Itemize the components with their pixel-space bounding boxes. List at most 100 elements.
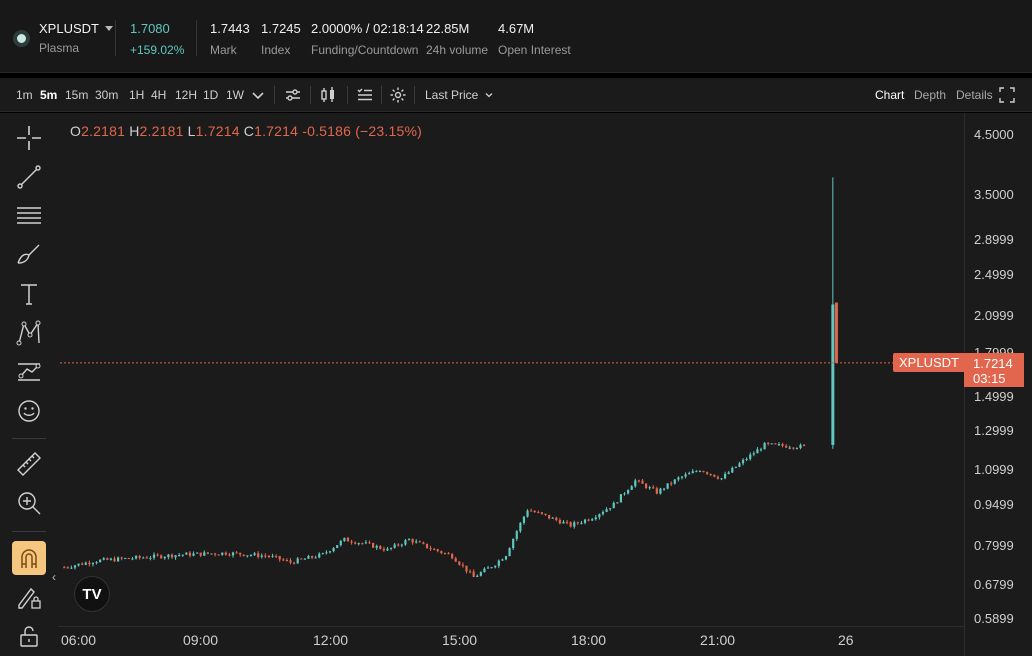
candle-body xyxy=(310,556,314,558)
candle-body xyxy=(285,560,289,562)
zoom-in-icon xyxy=(18,492,41,515)
text-icon xyxy=(21,284,37,305)
tab-details[interactable]: Details xyxy=(956,88,993,102)
candle-body xyxy=(576,522,579,524)
candle-body xyxy=(339,540,342,546)
tradingview-logo: TV xyxy=(74,576,110,612)
trend-line-tool[interactable] xyxy=(12,160,46,194)
prediction-tool[interactable] xyxy=(12,355,46,389)
x-tick: 12:00 xyxy=(313,632,349,648)
tab-chart[interactable]: Chart xyxy=(875,88,905,102)
candle-body xyxy=(336,545,339,548)
timeframe-30m[interactable]: 30m xyxy=(95,88,119,102)
symbol-selector[interactable]: XPLUSDT xyxy=(39,21,113,36)
magnet-tool[interactable] xyxy=(12,541,46,575)
candle-body xyxy=(522,516,526,523)
ohlc-open: 2.2181 xyxy=(81,123,126,139)
candle-body xyxy=(81,563,84,565)
timeframe-1m[interactable]: 1m xyxy=(16,88,33,102)
candle-body xyxy=(788,447,791,449)
pattern-tool[interactable] xyxy=(12,316,46,350)
timeframe-1w[interactable]: 1W xyxy=(226,88,244,102)
candle-body xyxy=(206,552,209,554)
timeframe-1h[interactable]: 1H xyxy=(129,88,145,102)
candle-body xyxy=(706,472,709,474)
collapse-toolbar-icon[interactable]: ‹ xyxy=(52,570,56,584)
ruler-tool[interactable] xyxy=(12,447,46,481)
candle-body xyxy=(292,562,296,564)
indicator-settings-icon[interactable] xyxy=(284,86,302,104)
candle-body xyxy=(727,472,730,474)
chart-canvas[interactable] xyxy=(58,113,964,626)
prediction-icon xyxy=(18,363,41,381)
symbol-label: XPLUSDT xyxy=(39,21,99,36)
gear-icon[interactable] xyxy=(389,86,407,104)
candle-body xyxy=(695,471,698,473)
candle-body xyxy=(565,521,569,523)
ohlc-legend: O2.2181 H2.2181 L1.7214 C1.7214 -0.5186 … xyxy=(70,123,422,139)
ohlc-open-key: O xyxy=(70,123,82,139)
candle-body xyxy=(167,554,170,558)
ticker-header: XPLUSDT Plasma 1.7080 +159.02% 1.7443 Ma… xyxy=(0,0,1032,73)
drawing-toolbar xyxy=(0,113,58,656)
timeframe-4h[interactable]: 4H xyxy=(151,88,167,102)
timeframe-12h[interactable]: 12H xyxy=(175,88,198,102)
candle-body xyxy=(713,474,716,477)
zoom-in-tool[interactable] xyxy=(12,486,46,520)
ruler-icon xyxy=(17,452,41,476)
horizontal-lines-tool[interactable] xyxy=(12,199,46,233)
candle-body xyxy=(267,556,271,558)
funding-value: 2.0000% / 02:18:14 xyxy=(311,21,424,36)
price-type-select[interactable]: Last Price xyxy=(425,88,494,102)
indicators-list-icon[interactable] xyxy=(356,86,374,104)
candle-body xyxy=(458,561,461,565)
divider xyxy=(196,20,197,56)
open-interest-value: 4.67M xyxy=(498,21,535,36)
change-percent: +159.02% xyxy=(130,43,185,57)
candle-body xyxy=(803,444,806,446)
candle-body xyxy=(465,565,468,572)
candle-body xyxy=(533,511,536,513)
unlock-tool[interactable] xyxy=(12,619,46,653)
chevron-down-icon xyxy=(485,93,493,98)
candle-body xyxy=(834,302,838,363)
candle-body xyxy=(264,555,267,557)
candle-body xyxy=(235,552,238,554)
candlestick-type-icon[interactable] xyxy=(319,86,337,104)
emoji-tool[interactable] xyxy=(12,394,46,428)
candle-body xyxy=(738,463,741,467)
chevron-down-icon[interactable] xyxy=(249,86,267,104)
candle-body xyxy=(361,543,364,545)
divider xyxy=(414,86,415,104)
candle-body xyxy=(734,466,737,468)
candle-body xyxy=(461,564,464,566)
ohlc-change: -0.5186 (−23.15%) xyxy=(302,123,422,139)
candle-body xyxy=(569,522,572,527)
ohlc-low-key: L xyxy=(187,123,196,139)
candle-body xyxy=(278,556,281,560)
x-tick: 15:00 xyxy=(442,632,478,648)
candle-body xyxy=(763,442,766,450)
candle-body xyxy=(350,541,353,543)
candle-body xyxy=(440,551,443,554)
candle-body xyxy=(454,558,457,562)
timeframe-15m[interactable]: 15m xyxy=(65,88,89,102)
current-price-value: 1.7214 xyxy=(973,356,1013,371)
candle-body xyxy=(124,558,127,560)
lock-drawings-tool[interactable] xyxy=(12,580,46,614)
candle-body xyxy=(666,483,669,489)
index-value: 1.7245 xyxy=(261,21,301,36)
timeframe-1d[interactable]: 1D xyxy=(203,88,219,102)
brush-tool[interactable] xyxy=(12,238,46,272)
text-tool[interactable] xyxy=(12,277,46,311)
candle-body xyxy=(691,471,694,474)
x-tick: 21:00 xyxy=(700,632,736,648)
time-axis[interactable] xyxy=(58,626,964,656)
timeframe-5m[interactable]: 5m xyxy=(40,88,58,102)
tab-depth[interactable]: Depth xyxy=(914,88,947,102)
crosshair-tool[interactable] xyxy=(12,121,46,155)
candle-body xyxy=(515,531,518,539)
fullscreen-icon[interactable] xyxy=(998,86,1016,104)
candle-body xyxy=(605,509,608,512)
